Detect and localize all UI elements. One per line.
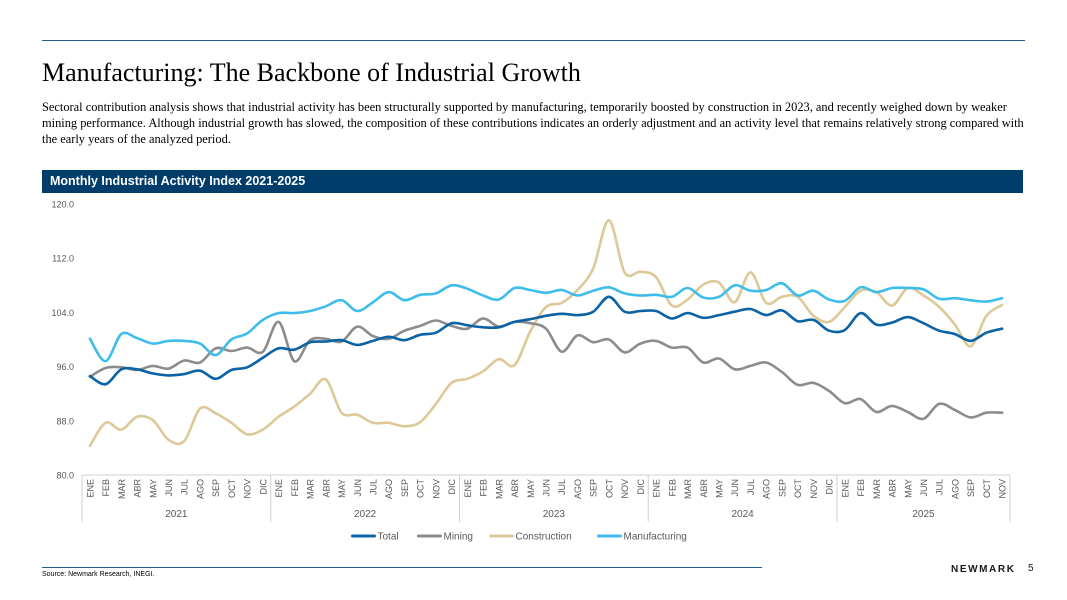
x-tick-label: NOV	[620, 479, 630, 499]
x-tick-label: ABR	[888, 479, 898, 498]
x-tick-label: ABR	[510, 479, 520, 498]
year-label: 2023	[543, 509, 566, 520]
x-tick-label: JUL	[746, 479, 756, 495]
x-tick-label: FEB	[479, 479, 489, 497]
x-tick-label: OCT	[416, 479, 426, 499]
x-tick-label: AGO	[762, 479, 772, 499]
x-tick-label: AGO	[384, 479, 394, 499]
x-tick-label: NOV	[809, 479, 819, 499]
x-tick-label: JUL	[935, 479, 945, 495]
x-tick-label: SEP	[211, 479, 221, 497]
x-tick-label: DIC	[258, 479, 268, 495]
x-tick-label: SEP	[589, 479, 599, 497]
x-tick-label: JUL	[368, 479, 378, 495]
x-tick-label: SEP	[966, 479, 976, 497]
x-tick-label: JUN	[919, 479, 929, 497]
x-tick-label: AGO	[573, 479, 583, 499]
x-tick-label: NOV	[998, 479, 1008, 499]
series-line-total	[88, 295, 1004, 386]
top-divider	[42, 40, 1025, 41]
x-tick-label: SEP	[777, 479, 787, 497]
x-tick-label: MAY	[337, 479, 347, 498]
page-title: Manufacturing: The Backbone of Industria…	[42, 58, 581, 87]
x-tick-label: JUN	[164, 479, 174, 497]
brand-logo: NEWMARK	[951, 564, 1016, 575]
y-tick-label: 112.0	[52, 254, 74, 264]
x-tick-label: MAR	[117, 479, 127, 500]
x-tick-label: ENE	[463, 479, 473, 498]
x-tick-label: OCT	[793, 479, 803, 499]
chart-panel: 80.0 88.0 96.0 104.0 112.0 120.0 ENE FEB MAR ABR M…	[42, 193, 1023, 553]
series-line-construction	[88, 218, 1004, 448]
x-tick-label: FEB	[290, 479, 300, 497]
legend-label-mining: Mining	[444, 532, 473, 543]
x-tick-label: ENE	[274, 479, 284, 498]
y-tick-label: 104.0	[51, 308, 74, 318]
x-tick-label: DIC	[825, 479, 835, 495]
x-tick-label: DIC	[636, 479, 646, 495]
x-tick-label: JUN	[730, 479, 740, 497]
year-label: 2025	[912, 509, 935, 520]
page-number: 5	[1028, 563, 1034, 574]
x-tick-label: OCT	[604, 479, 614, 499]
y-tick-label: 88.0	[56, 416, 74, 426]
year-label: 2021	[165, 509, 188, 520]
x-tick-label: JUL	[557, 479, 567, 495]
x-tick-label: FEB	[101, 479, 111, 497]
x-tick-label: MAR	[306, 479, 316, 500]
page-description: Sectoral contribution analysis shows tha…	[42, 100, 1024, 146]
x-tick-label: ABR	[321, 479, 331, 498]
y-tick-label: 96.0	[56, 362, 74, 372]
x-tick-label: AGO	[950, 479, 960, 499]
x-tick-label: MAR	[872, 479, 882, 500]
chart-title: Monthly Industrial Activity Index 2021-2…	[42, 170, 1023, 193]
y-tick-label: 120.0	[51, 200, 74, 210]
x-tick-label: OCT	[227, 479, 237, 499]
legend-label-manufacturing: Manufacturing	[624, 532, 687, 543]
x-tick-label: NOV	[431, 479, 441, 499]
x-tick-label: JUN	[542, 479, 552, 497]
x-tick-label: FEB	[856, 479, 866, 497]
x-tick-label: JUL	[180, 479, 190, 495]
x-tick-label: MAY	[148, 479, 158, 498]
x-tick-label: ENE	[85, 479, 95, 498]
x-tick-label: FEB	[667, 479, 677, 497]
source-note: Source: Newmark Research, INEGI.	[42, 571, 155, 578]
legend-label-total: Total	[378, 532, 399, 543]
x-tick-label: JUN	[353, 479, 363, 497]
x-tick-label: DIC	[447, 479, 457, 495]
x-tick-label: MAR	[494, 479, 504, 500]
x-tick-label: ABR	[133, 479, 143, 498]
x-tick-label: MAY	[715, 479, 725, 498]
y-tick-label: 80.0	[56, 471, 74, 481]
x-tick-label: MAY	[526, 479, 536, 498]
series-line-manufacturing	[88, 281, 1004, 363]
x-tick-label: ENE	[840, 479, 850, 498]
x-tick-label: ABR	[699, 479, 709, 498]
year-label: 2024	[731, 509, 754, 520]
series-line-mining	[88, 317, 1004, 421]
x-tick-label: MAR	[683, 479, 693, 500]
x-tick-label: NOV	[243, 479, 253, 499]
bottom-divider	[42, 567, 762, 568]
x-tick-label: SEP	[400, 479, 410, 497]
x-tick-label: ENE	[652, 479, 662, 498]
legend-label-construction: Construction	[516, 532, 572, 543]
x-tick-label: OCT	[982, 479, 992, 499]
x-tick-label: AGO	[195, 479, 205, 499]
line-chart: 80.0 88.0 96.0 104.0 112.0 120.0 ENE FEB MAR ABR M…	[51, 200, 1011, 543]
year-label: 2022	[354, 509, 377, 520]
x-tick-label: MAY	[903, 479, 913, 498]
